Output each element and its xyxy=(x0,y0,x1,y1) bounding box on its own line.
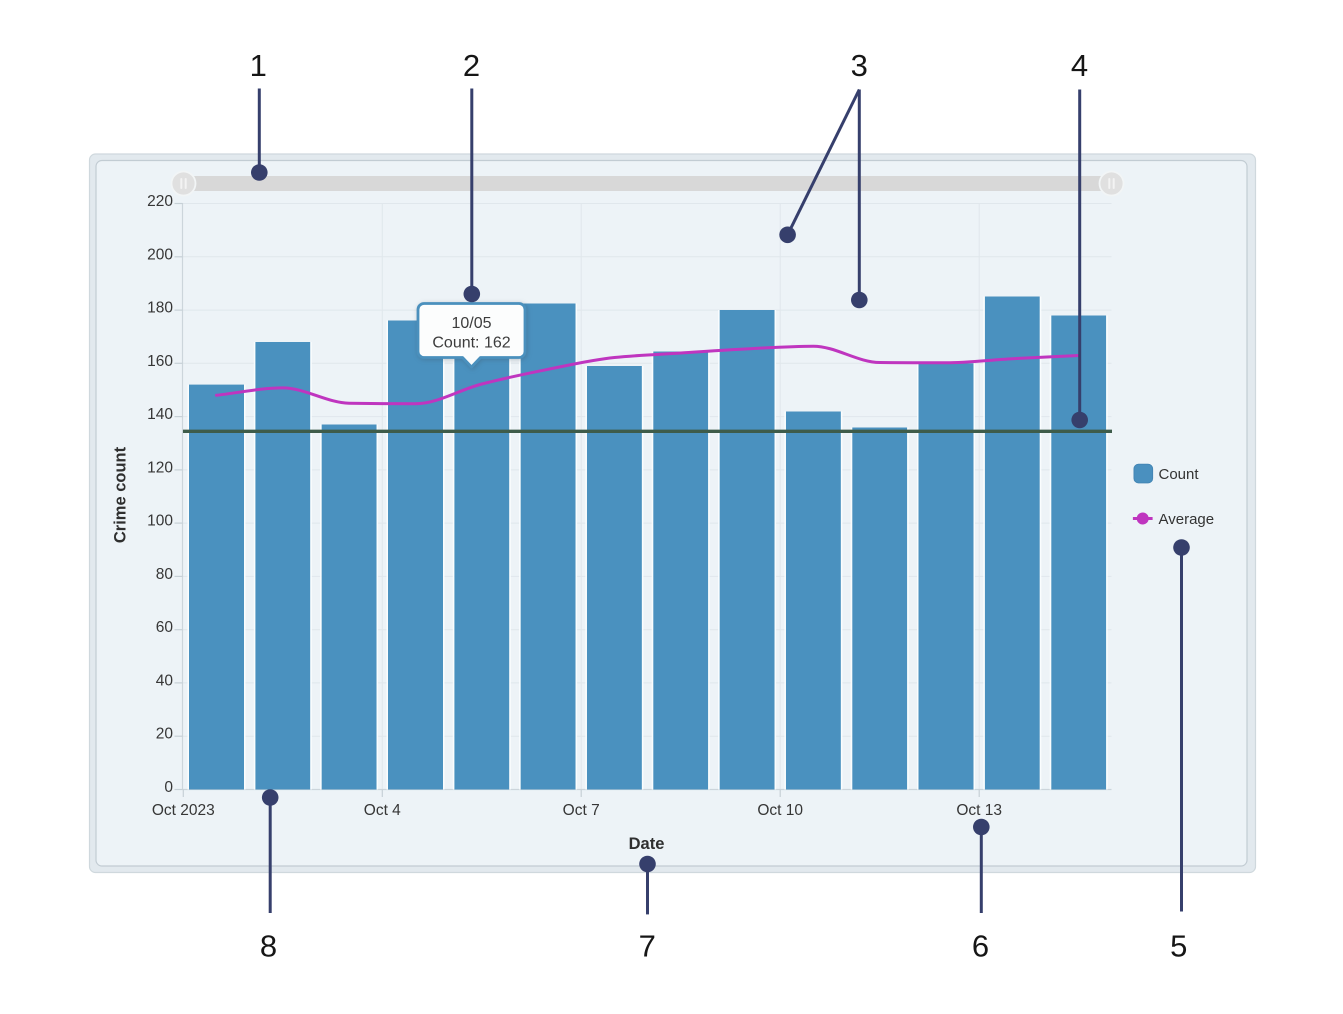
svg-text:10/05: 10/05 xyxy=(451,315,491,332)
svg-text:Oct 4: Oct 4 xyxy=(364,802,401,819)
svg-text:5: 5 xyxy=(1170,929,1187,964)
svg-text:3: 3 xyxy=(851,48,868,83)
svg-text:Count: Count xyxy=(1159,466,1200,483)
svg-text:120: 120 xyxy=(147,459,173,476)
svg-text:Oct 13: Oct 13 xyxy=(956,802,1002,819)
svg-text:4: 4 xyxy=(1071,48,1088,83)
svg-text:20: 20 xyxy=(156,726,174,743)
svg-text:160: 160 xyxy=(147,353,173,370)
svg-text:1: 1 xyxy=(250,48,267,83)
svg-text:Oct 10: Oct 10 xyxy=(757,802,803,819)
svg-text:6: 6 xyxy=(972,929,989,964)
svg-text:Oct 2023: Oct 2023 xyxy=(152,802,215,819)
svg-text:Date: Date xyxy=(629,835,665,853)
svg-text:2: 2 xyxy=(463,48,480,83)
svg-text:Oct 7: Oct 7 xyxy=(563,802,600,819)
svg-text:220: 220 xyxy=(147,193,173,210)
svg-text:100: 100 xyxy=(147,513,173,530)
svg-text:40: 40 xyxy=(156,672,174,689)
svg-text:8: 8 xyxy=(260,929,277,964)
svg-text:80: 80 xyxy=(156,566,174,583)
svg-text:Count: 162: Count: 162 xyxy=(432,335,510,352)
svg-text:7: 7 xyxy=(639,929,656,964)
svg-text:140: 140 xyxy=(147,406,173,423)
svg-text:60: 60 xyxy=(156,619,174,636)
svg-text:Average: Average xyxy=(1159,511,1215,528)
svg-text:Crime count: Crime count xyxy=(112,446,130,543)
svg-text:0: 0 xyxy=(164,779,173,796)
svg-text:180: 180 xyxy=(147,300,173,317)
svg-text:200: 200 xyxy=(147,246,173,263)
